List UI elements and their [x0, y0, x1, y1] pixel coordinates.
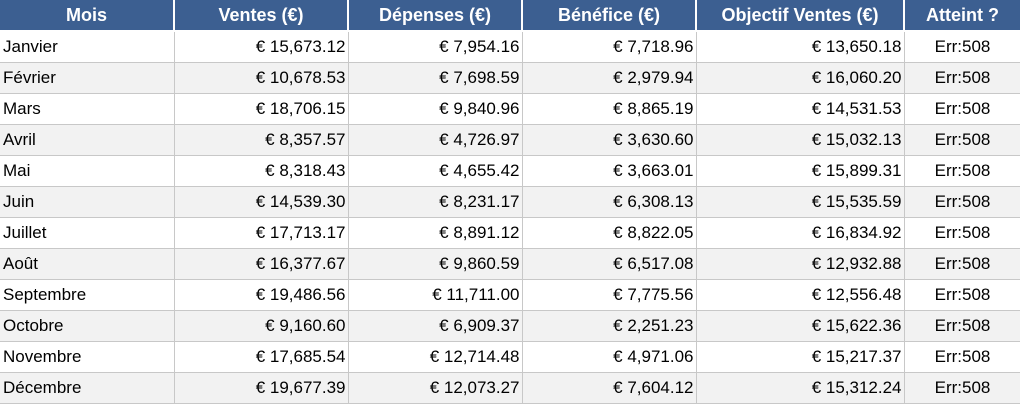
cell-ventes[interactable]: € 18,706.15: [174, 93, 349, 125]
header-cell-ventes[interactable]: Ventes (€): [174, 0, 349, 32]
table-row: Novembre € 17,685.54 € 12,714.48 € 4,971…: [0, 341, 1020, 373]
cell-benefice[interactable]: € 7,718.96: [522, 31, 697, 63]
header-cell-depenses[interactable]: Dépenses (€): [348, 0, 523, 32]
cell-depenses[interactable]: € 6,909.37: [348, 310, 523, 342]
cell-ventes[interactable]: € 19,677.39: [174, 372, 349, 404]
table-row: Octobre € 9,160.60 € 6,909.37 € 2,251.23…: [0, 310, 1020, 342]
header-cell-objectif[interactable]: Objectif Ventes (€): [696, 0, 905, 32]
cell-objectif[interactable]: € 15,217.37: [696, 341, 905, 373]
cell-mois[interactable]: Avril: [0, 124, 175, 156]
cell-benefice[interactable]: € 8,822.05: [522, 217, 697, 249]
cell-depenses[interactable]: € 12,714.48: [348, 341, 523, 373]
table-row: Février € 10,678.53 € 7,698.59 € 2,979.9…: [0, 62, 1020, 94]
cell-depenses[interactable]: € 12,073.27: [348, 372, 523, 404]
cell-ventes[interactable]: € 17,685.54: [174, 341, 349, 373]
cell-benefice[interactable]: € 3,663.01: [522, 155, 697, 187]
cell-depenses[interactable]: € 7,954.16: [348, 31, 523, 63]
header-cell-benefice[interactable]: Bénéfice (€): [522, 0, 697, 32]
cell-atteint[interactable]: Err:508: [904, 279, 1020, 311]
cell-objectif[interactable]: € 15,312.24: [696, 372, 905, 404]
cell-objectif[interactable]: € 15,899.31: [696, 155, 905, 187]
cell-mois[interactable]: Juillet: [0, 217, 175, 249]
cell-benefice[interactable]: € 8,865.19: [522, 93, 697, 125]
cell-atteint[interactable]: Err:508: [904, 124, 1020, 156]
table-row: Janvier € 15,673.12 € 7,954.16 € 7,718.9…: [0, 31, 1020, 63]
cell-objectif[interactable]: € 13,650.18: [696, 31, 905, 63]
cell-depenses[interactable]: € 11,711.00: [348, 279, 523, 311]
cell-benefice[interactable]: € 6,308.13: [522, 186, 697, 218]
cell-mois[interactable]: Mars: [0, 93, 175, 125]
cell-mois[interactable]: Septembre: [0, 279, 175, 311]
cell-ventes[interactable]: € 19,486.56: [174, 279, 349, 311]
cell-depenses[interactable]: € 8,891.12: [348, 217, 523, 249]
cell-benefice[interactable]: € 4,971.06: [522, 341, 697, 373]
cell-ventes[interactable]: € 15,673.12: [174, 31, 349, 63]
table-row: Avril € 8,357.57 € 4,726.97 € 3,630.60 €…: [0, 124, 1020, 156]
cell-atteint[interactable]: Err:508: [904, 372, 1020, 404]
cell-atteint[interactable]: Err:508: [904, 310, 1020, 342]
cell-mois[interactable]: Août: [0, 248, 175, 280]
cell-depenses[interactable]: € 9,860.59: [348, 248, 523, 280]
cell-ventes[interactable]: € 17,713.17: [174, 217, 349, 249]
table-body: Janvier € 15,673.12 € 7,954.16 € 7,718.9…: [0, 31, 1020, 404]
cell-mois[interactable]: Juin: [0, 186, 175, 218]
cell-objectif[interactable]: € 16,060.20: [696, 62, 905, 94]
cell-atteint[interactable]: Err:508: [904, 217, 1020, 249]
cell-depenses[interactable]: € 9,840.96: [348, 93, 523, 125]
cell-mois[interactable]: Octobre: [0, 310, 175, 342]
cell-ventes[interactable]: € 14,539.30: [174, 186, 349, 218]
header-cell-mois[interactable]: Mois: [0, 0, 175, 32]
table-row: Mars € 18,706.15 € 9,840.96 € 8,865.19 €…: [0, 93, 1020, 125]
cell-ventes[interactable]: € 16,377.67: [174, 248, 349, 280]
cell-ventes[interactable]: € 10,678.53: [174, 62, 349, 94]
cell-ventes[interactable]: € 8,357.57: [174, 124, 349, 156]
cell-objectif[interactable]: € 12,556.48: [696, 279, 905, 311]
cell-atteint[interactable]: Err:508: [904, 186, 1020, 218]
cell-objectif[interactable]: € 15,032.13: [696, 124, 905, 156]
cell-atteint[interactable]: Err:508: [904, 62, 1020, 94]
cell-atteint[interactable]: Err:508: [904, 248, 1020, 280]
header-cell-atteint[interactable]: Atteint ?: [904, 0, 1020, 32]
cell-atteint[interactable]: Err:508: [904, 31, 1020, 63]
cell-depenses[interactable]: € 8,231.17: [348, 186, 523, 218]
table-header: Mois Ventes (€) Dépenses (€) Bénéfice (€…: [0, 0, 1020, 32]
cell-objectif[interactable]: € 15,622.36: [696, 310, 905, 342]
table-row: Août € 16,377.67 € 9,860.59 € 6,517.08 €…: [0, 248, 1020, 280]
table-row: Décembre € 19,677.39 € 12,073.27 € 7,604…: [0, 372, 1020, 404]
table-row: Mai € 8,318.43 € 4,655.42 € 3,663.01 € 1…: [0, 155, 1020, 187]
cell-depenses[interactable]: € 4,655.42: [348, 155, 523, 187]
table-row: Septembre € 19,486.56 € 11,711.00 € 7,77…: [0, 279, 1020, 311]
cell-benefice[interactable]: € 2,251.23: [522, 310, 697, 342]
cell-objectif[interactable]: € 16,834.92: [696, 217, 905, 249]
cell-depenses[interactable]: € 4,726.97: [348, 124, 523, 156]
cell-benefice[interactable]: € 7,604.12: [522, 372, 697, 404]
cell-objectif[interactable]: € 14,531.53: [696, 93, 905, 125]
table-row: Juin € 14,539.30 € 8,231.17 € 6,308.13 €…: [0, 186, 1020, 218]
cell-atteint[interactable]: Err:508: [904, 341, 1020, 373]
cell-mois[interactable]: Mai: [0, 155, 175, 187]
header-row: Mois Ventes (€) Dépenses (€) Bénéfice (€…: [0, 0, 1020, 32]
table-row: Juillet € 17,713.17 € 8,891.12 € 8,822.0…: [0, 217, 1020, 249]
cell-benefice[interactable]: € 6,517.08: [522, 248, 697, 280]
cell-atteint[interactable]: Err:508: [904, 93, 1020, 125]
cell-mois[interactable]: Décembre: [0, 372, 175, 404]
cell-atteint[interactable]: Err:508: [904, 155, 1020, 187]
cell-objectif[interactable]: € 15,535.59: [696, 186, 905, 218]
cell-objectif[interactable]: € 12,932.88: [696, 248, 905, 280]
cell-mois[interactable]: Février: [0, 62, 175, 94]
cell-ventes[interactable]: € 9,160.60: [174, 310, 349, 342]
cell-depenses[interactable]: € 7,698.59: [348, 62, 523, 94]
cell-benefice[interactable]: € 2,979.94: [522, 62, 697, 94]
cell-ventes[interactable]: € 8,318.43: [174, 155, 349, 187]
cell-mois[interactable]: Janvier: [0, 31, 175, 63]
cell-benefice[interactable]: € 3,630.60: [522, 124, 697, 156]
cell-benefice[interactable]: € 7,775.56: [522, 279, 697, 311]
cell-mois[interactable]: Novembre: [0, 341, 175, 373]
